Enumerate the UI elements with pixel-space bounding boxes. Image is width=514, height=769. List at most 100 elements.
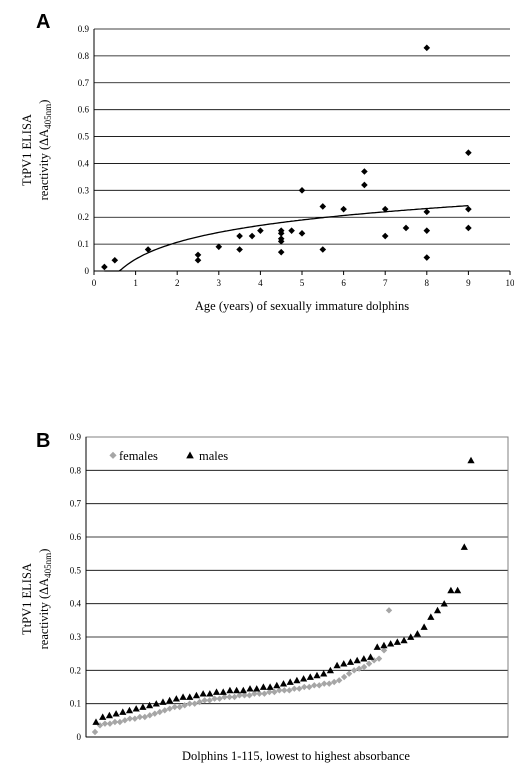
female-point xyxy=(345,670,353,677)
x-tick-label: 4 xyxy=(258,278,263,288)
y-tick-label: 0.4 xyxy=(70,599,82,609)
x-tick-label: 10 xyxy=(506,278,514,288)
y-axis-label-close: ) xyxy=(37,100,51,104)
y-axis-label-line1: TtPV1 ELISA xyxy=(20,563,34,635)
male-point xyxy=(206,690,214,697)
y-tick-label: 0.7 xyxy=(78,78,90,88)
male-point xyxy=(226,686,234,694)
data-point xyxy=(257,227,264,234)
y-tick-label: 0.5 xyxy=(78,132,90,142)
x-tick-label: 5 xyxy=(300,278,305,288)
data-point xyxy=(361,168,368,175)
data-point xyxy=(423,208,431,216)
legend-female-label: females xyxy=(119,449,158,463)
female-point xyxy=(276,687,283,694)
female-point xyxy=(226,693,233,701)
female-point xyxy=(365,660,373,667)
data-point xyxy=(465,149,472,156)
data-point xyxy=(288,227,295,234)
data-point xyxy=(381,205,389,213)
female-point xyxy=(231,693,238,701)
male-point xyxy=(340,660,348,667)
y-axis-label-line2: reactivity (ΔA xyxy=(37,578,51,650)
data-point xyxy=(298,230,306,237)
male-point xyxy=(99,713,107,720)
male-point xyxy=(366,653,375,660)
male-point xyxy=(186,693,194,700)
female-point xyxy=(306,683,313,691)
female-point xyxy=(296,685,303,692)
data-point xyxy=(236,232,243,240)
female-point xyxy=(301,683,308,691)
y-tick-label: 0.2 xyxy=(78,212,89,222)
x-tick-label: 6 xyxy=(341,278,346,288)
data-point xyxy=(277,227,285,234)
male-point xyxy=(159,698,167,705)
data-point xyxy=(101,263,108,271)
male-point xyxy=(166,696,174,704)
male-point xyxy=(253,685,261,692)
x-tick-label: 1 xyxy=(133,278,138,288)
data-point xyxy=(465,205,472,213)
data-point xyxy=(319,246,327,253)
female-point xyxy=(216,695,223,702)
chart-b: 0 0.1 0.2 0.3 0.4 0.5 0.6 0.7 0.8 0.9 females males… xyxy=(20,432,509,763)
male-point xyxy=(440,600,448,607)
data-point xyxy=(215,243,223,251)
male-point xyxy=(353,656,361,664)
legend-male-marker xyxy=(186,451,194,459)
y-tick-label: 0.6 xyxy=(70,532,82,542)
female-point xyxy=(171,703,178,711)
male-point xyxy=(454,586,462,594)
x-axis-label: Age (years) of sexually immature dolphin… xyxy=(195,299,409,313)
female-point xyxy=(360,663,368,671)
male-point xyxy=(92,718,100,725)
female-point xyxy=(256,690,263,697)
male-point xyxy=(286,678,294,685)
male-point xyxy=(420,623,428,630)
male-point xyxy=(380,641,388,649)
female-point xyxy=(91,728,99,736)
trendline xyxy=(104,205,469,272)
y-tick-label: 0.4 xyxy=(78,158,90,168)
data-point xyxy=(423,254,431,261)
y-axis-label: TtPV1 ELISA reactivity (ΔA405nm) xyxy=(20,100,53,201)
male-point xyxy=(393,638,401,645)
male-point xyxy=(433,606,442,614)
male-point xyxy=(346,658,355,665)
male-point xyxy=(387,640,395,647)
male-point xyxy=(413,630,422,637)
male-point xyxy=(373,643,381,650)
male-point xyxy=(219,688,227,695)
female-point xyxy=(186,700,193,707)
female-point xyxy=(340,673,348,681)
data-point xyxy=(144,246,152,253)
y-axis-label-subscript: 405nm xyxy=(43,104,53,129)
male-point xyxy=(273,681,281,689)
female-point xyxy=(330,678,338,686)
data-point xyxy=(194,251,202,259)
male-point xyxy=(152,700,160,707)
data-point xyxy=(236,246,243,253)
y-tick-label: 0.1 xyxy=(70,699,81,709)
male-point xyxy=(460,543,468,550)
female-point xyxy=(375,655,383,662)
male-point xyxy=(172,695,180,702)
y-tick-label: 0.9 xyxy=(70,432,82,442)
female-point xyxy=(326,680,333,687)
y-tick-label: 0 xyxy=(85,266,90,276)
y-tick-label: 0.5 xyxy=(70,565,82,575)
male-point xyxy=(447,586,455,594)
female-point xyxy=(141,713,149,721)
female-point xyxy=(206,697,213,704)
female-point xyxy=(131,715,139,722)
x-tick-label: 2 xyxy=(175,278,180,288)
female-point xyxy=(261,690,268,697)
female-point xyxy=(146,712,154,719)
male-point xyxy=(125,706,134,714)
plot-border xyxy=(85,436,509,738)
female-point xyxy=(311,682,318,689)
female-point xyxy=(126,715,134,722)
male-point xyxy=(320,670,328,677)
female-point xyxy=(111,718,119,726)
